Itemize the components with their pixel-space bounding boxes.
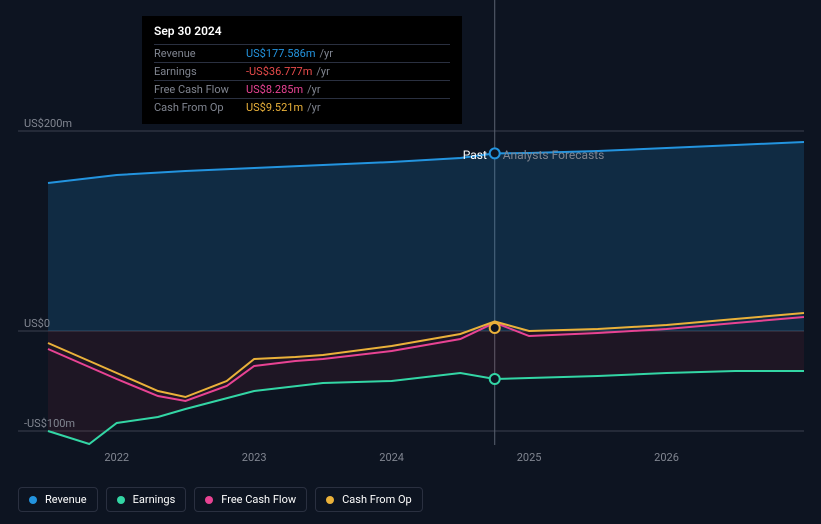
y-axis-label: -US$100m bbox=[24, 417, 75, 430]
forecast-label: Analysts Forecasts bbox=[503, 148, 605, 162]
tooltip-suffix: /yr bbox=[307, 83, 320, 96]
tooltip-row: Revenue US$177.586m /yr bbox=[154, 44, 450, 62]
tooltip-suffix: /yr bbox=[316, 65, 329, 78]
tooltip-label: Free Cash Flow bbox=[154, 83, 246, 96]
legend-label: Earnings bbox=[133, 493, 176, 506]
tooltip: Sep 30 2024 Revenue US$177.586m /yrEarni… bbox=[142, 16, 462, 124]
legend-label: Cash From Op bbox=[342, 493, 412, 506]
tooltip-row: Cash From Op US$9.521m /yr bbox=[154, 98, 450, 116]
legend-dot-icon bbox=[117, 496, 125, 504]
legend-item[interactable]: Revenue bbox=[18, 487, 98, 512]
legend-dot-icon bbox=[205, 496, 213, 504]
x-axis-label: 2026 bbox=[654, 451, 679, 464]
legend: Revenue Earnings Free Cash Flow Cash Fro… bbox=[18, 487, 423, 512]
legend-dot-icon bbox=[326, 496, 334, 504]
tooltip-label: Earnings bbox=[154, 65, 246, 78]
legend-label: Revenue bbox=[45, 493, 87, 506]
tooltip-date: Sep 30 2024 bbox=[154, 24, 450, 38]
tooltip-value: US$9.521m bbox=[246, 101, 303, 114]
tooltip-label: Revenue bbox=[154, 47, 246, 60]
x-axis-label: 2024 bbox=[379, 451, 404, 464]
past-label: Past bbox=[463, 148, 487, 162]
tooltip-suffix: /yr bbox=[320, 47, 333, 60]
tooltip-row: Earnings -US$36.777m /yr bbox=[154, 62, 450, 80]
legend-item[interactable]: Earnings bbox=[106, 487, 187, 512]
x-axis-label: 2022 bbox=[104, 451, 129, 464]
tooltip-suffix: /yr bbox=[307, 101, 320, 114]
tooltip-label: Cash From Op bbox=[154, 101, 246, 114]
legend-item[interactable]: Cash From Op bbox=[315, 487, 423, 512]
tooltip-value: -US$36.777m bbox=[246, 65, 312, 78]
legend-dot-icon bbox=[29, 496, 37, 504]
y-axis-label: US$200m bbox=[24, 117, 72, 130]
y-axis-label: US$0 bbox=[24, 317, 50, 330]
x-axis-label: 2023 bbox=[242, 451, 267, 464]
legend-label: Free Cash Flow bbox=[221, 493, 296, 506]
tooltip-row: Free Cash Flow US$8.285m /yr bbox=[154, 80, 450, 98]
legend-item[interactable]: Free Cash Flow bbox=[194, 487, 307, 512]
x-axis-label: 2025 bbox=[517, 451, 542, 464]
tooltip-value: US$8.285m bbox=[246, 83, 303, 96]
tooltip-value: US$177.586m bbox=[246, 47, 316, 60]
